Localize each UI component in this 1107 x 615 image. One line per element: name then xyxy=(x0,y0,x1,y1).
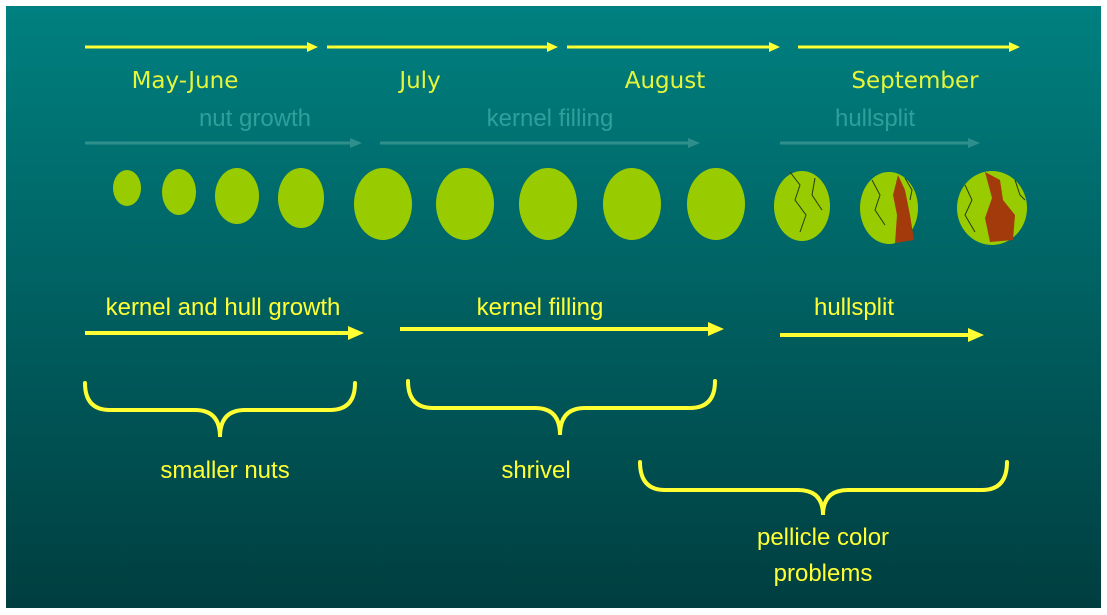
outcome-label: problems xyxy=(774,560,873,587)
phase-label: kernel filling xyxy=(477,294,604,321)
month-label: May-June xyxy=(132,68,239,94)
slide: May-June July August September nut growt… xyxy=(0,0,1107,615)
faint-phase: hullsplit xyxy=(835,105,915,132)
outcome-label: shrivel xyxy=(501,457,570,484)
outcome-label: smaller nuts xyxy=(160,457,289,484)
faint-phase: nut growth xyxy=(199,105,311,132)
faint-phase: kernel filling xyxy=(487,105,614,132)
phase-label: hullsplit xyxy=(814,294,894,321)
month-label: July xyxy=(397,68,440,94)
month-label: August xyxy=(625,68,706,94)
phase-label: kernel and hull growth xyxy=(106,294,341,321)
month-label: September xyxy=(851,68,979,94)
outcome-label: pellicle color xyxy=(757,524,889,551)
